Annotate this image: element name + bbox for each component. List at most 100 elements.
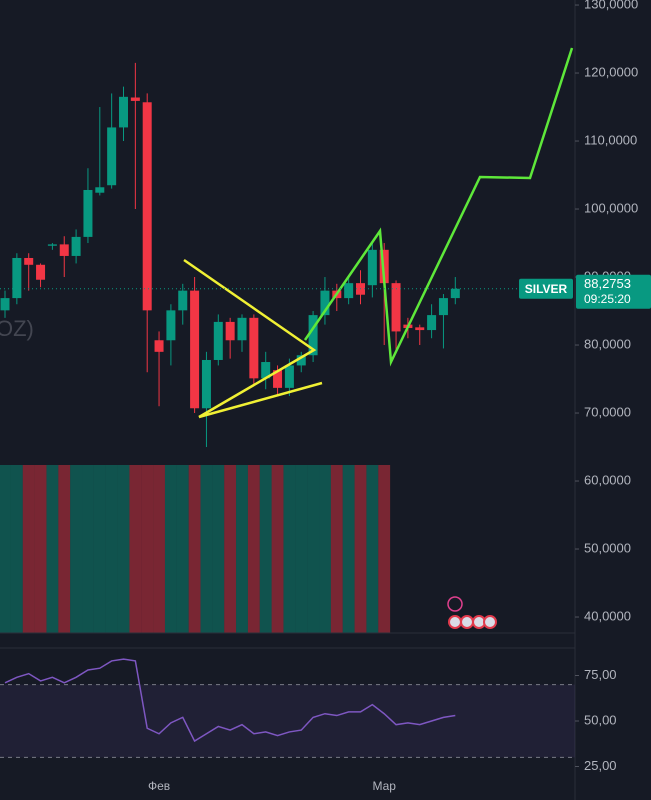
- candle-body: [438, 298, 448, 316]
- volume-bar: [259, 465, 272, 633]
- x-tick-label: Фев: [148, 779, 170, 793]
- event-icon: [447, 596, 463, 612]
- volume-bar: [176, 465, 189, 633]
- candle-body: [107, 127, 117, 186]
- y-tick-label: 120,0000: [584, 64, 638, 79]
- volume-bar: [93, 465, 106, 633]
- volume-bar: [105, 465, 118, 633]
- volume-bar: [58, 465, 71, 633]
- rsi-band: [0, 684, 575, 758]
- countdown: 09:25:20: [584, 292, 631, 306]
- volume-bar: [330, 465, 343, 633]
- y-tick-label: 25,00: [584, 758, 617, 773]
- candle-body: [296, 355, 306, 366]
- volume-bar: [129, 465, 142, 633]
- y-tick-label: 110,0000: [584, 132, 637, 147]
- volume-bar: [141, 465, 154, 633]
- volume-bar: [378, 465, 391, 633]
- candle-body: [344, 283, 354, 299]
- volume-bar: [164, 465, 177, 633]
- y-tick-label: 50,0000: [584, 540, 631, 555]
- event-icons: [447, 596, 497, 629]
- y-tick-label: 130,0000: [584, 0, 638, 11]
- volume-bar: [22, 465, 35, 633]
- event-icon: [483, 615, 497, 629]
- candle-body: [415, 327, 425, 331]
- volume-bar: [200, 465, 213, 633]
- x-tick-label: Мар: [372, 779, 396, 793]
- volume-bar: [224, 465, 237, 633]
- candle-body: [308, 315, 318, 356]
- volume-bar: [247, 465, 260, 633]
- volume-bar: [82, 465, 94, 633]
- y-tick-label: 60,0000: [584, 472, 631, 487]
- candle-body: [71, 236, 81, 256]
- candle-body: [225, 321, 235, 341]
- candle-body: [450, 288, 460, 299]
- candle-body: [367, 249, 377, 286]
- candle-body: [24, 257, 34, 265]
- volume-bar: [212, 465, 225, 633]
- candle-body: [237, 317, 247, 341]
- y-tick-label: 80,0000: [584, 336, 631, 351]
- volume-bar: [295, 465, 308, 633]
- candle-body: [190, 290, 200, 409]
- candle-body: [95, 187, 105, 193]
- volume-bar: [366, 465, 379, 633]
- candle-body: [261, 362, 271, 379]
- volume-bar: [70, 465, 83, 633]
- volume-layer: [0, 465, 391, 633]
- candle-body: [201, 359, 211, 409]
- candle-body: [142, 102, 152, 311]
- volume-bar: [188, 465, 201, 633]
- volume-bar: [0, 465, 11, 633]
- triangle-drawing: [183, 258, 323, 419]
- candle-body: [12, 257, 22, 299]
- candle-body: [36, 264, 46, 280]
- volume-bar: [283, 465, 296, 633]
- volume-bar: [354, 465, 367, 633]
- candle-body: [154, 340, 164, 352]
- y-tick-label: 75,00: [584, 667, 617, 682]
- candle-body: [166, 310, 176, 341]
- y-tick-label: 70,0000: [584, 404, 631, 419]
- y-tick-label: 40,0000: [584, 608, 631, 623]
- y-tick-label: 50,00: [584, 712, 617, 727]
- candle-body: [273, 370, 283, 388]
- volume-bar: [307, 465, 320, 633]
- volume-bar: [236, 465, 248, 633]
- volume-bar: [46, 465, 59, 633]
- candle-body: [130, 97, 140, 101]
- candle-body: [83, 189, 93, 237]
- symbol-label: SILVER: [525, 282, 568, 296]
- candle-body: [59, 244, 69, 256]
- symbol-badge: [519, 278, 573, 299]
- price-badge: [576, 274, 651, 309]
- zigzag-drawing: [303, 47, 574, 367]
- candle-body: [284, 365, 294, 388]
- event-icon: [460, 615, 474, 629]
- last-price-label: 88,2753: [584, 276, 631, 291]
- volume-bar: [271, 465, 284, 633]
- candle-body: [213, 321, 223, 360]
- volume-bar: [319, 465, 331, 633]
- volume-bar: [34, 465, 47, 633]
- legend-fragment: OZ): [0, 316, 34, 341]
- candle-body: [391, 283, 401, 332]
- candle-body: [320, 290, 330, 316]
- volume-bar: [153, 465, 165, 633]
- volume-bar: [342, 465, 355, 633]
- candle-body: [119, 96, 128, 128]
- candle-body: [249, 317, 259, 379]
- candle-body: [178, 290, 188, 311]
- candle-body: [0, 298, 10, 311]
- event-icon: [448, 615, 462, 629]
- rsi-line: [4, 658, 456, 743]
- volume-bar: [10, 465, 23, 633]
- candle-body: [427, 315, 437, 331]
- volume-bar: [117, 465, 130, 633]
- candle-body: [47, 244, 57, 246]
